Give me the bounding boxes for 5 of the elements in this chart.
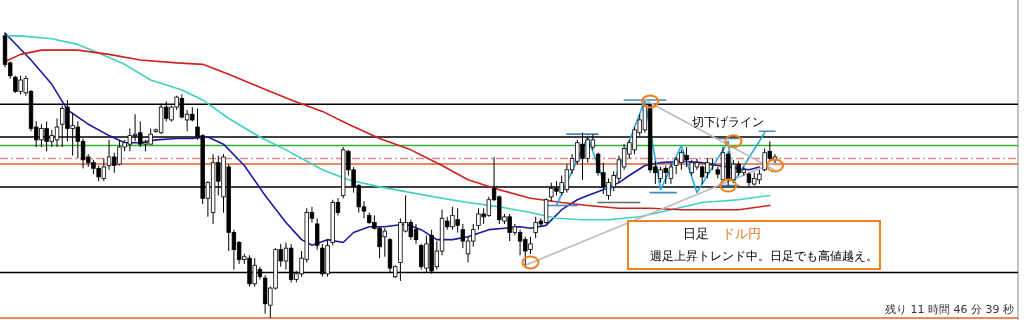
annotation: 週足上昇トレンド中。日足でも高値越え。: [650, 249, 878, 263]
annotation: ドル円: [722, 226, 761, 241]
text: 残り 11 時間 46 分 39 秒: [885, 303, 1014, 316]
annotation: 日足: [683, 226, 709, 241]
annotation: 切下げライン: [692, 115, 764, 129]
